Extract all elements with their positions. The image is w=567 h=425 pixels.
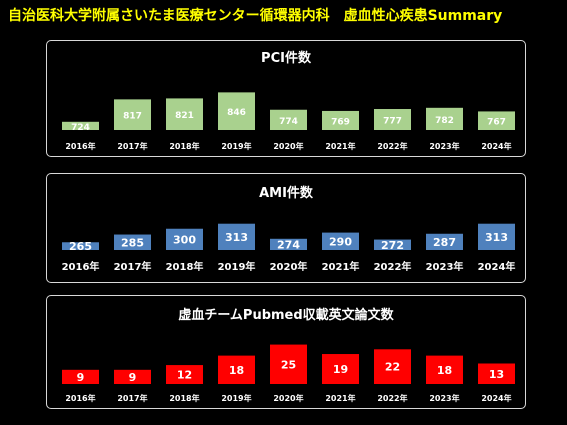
- pubmed-value-label: 9: [129, 371, 137, 384]
- pci-bar-2018: [166, 98, 203, 130]
- ami-value-label: 272: [381, 239, 404, 252]
- pubmed-category-label: 2019年: [221, 393, 251, 403]
- pubmed-value-label: 19: [333, 363, 348, 376]
- pubmed-bar-2019: [218, 355, 255, 384]
- pci-category-label: 2020年: [273, 141, 303, 151]
- pci-value-label: 821: [175, 111, 194, 121]
- ami-value-label: 290: [329, 235, 352, 248]
- pci-bar-2021: [322, 110, 359, 130]
- pubmed-value-label: 18: [437, 364, 452, 377]
- pci-category-label: 2023年: [429, 141, 459, 151]
- pci-chart-title: PCI件数: [261, 51, 311, 66]
- ami-category-label: 2024年: [478, 260, 516, 273]
- pubmed-chart-title: 虚血チームPubmed収載英文論文数: [178, 308, 394, 323]
- pci-value-label: 724: [71, 123, 90, 133]
- ami-bar-2021: [322, 232, 359, 250]
- pubmed-category-label: 2024年: [481, 393, 511, 403]
- pci-bar-2024: [478, 111, 515, 130]
- ami-value-label: 313: [485, 231, 508, 244]
- pubmed-bar-2022: [374, 349, 411, 384]
- ami-bar-2024: [478, 223, 515, 250]
- pci-value-label: 767: [487, 118, 506, 128]
- pubmed-bar-2016: [62, 369, 99, 384]
- pci-category-label: 2019年: [221, 141, 251, 151]
- pubmed-value-label: 18: [229, 364, 244, 377]
- pubmed-category-label: 2021年: [325, 393, 355, 403]
- ami-value-label: 300: [173, 233, 196, 246]
- pci-bar-2020: [270, 109, 307, 130]
- pci-value-label: 846: [227, 108, 246, 118]
- pci-bar-2019: [218, 92, 255, 130]
- pubmed-category-label: 2023年: [429, 393, 459, 403]
- pubmed-value-label: 9: [77, 371, 85, 384]
- ami-chart-panel: AMI件数 265 2016年 285 2017年 300 2018年 313 2019年 27…: [46, 173, 526, 283]
- ami-category-label: 2017年: [114, 260, 152, 273]
- pci-bar-chart: 724 2016年 817 2017年 821 2018年 846 2019年 774 2020年…: [62, 92, 515, 151]
- pubmed-bar-2021: [322, 354, 359, 384]
- pci-category-label: 2016年: [65, 141, 95, 151]
- ami-category-label: 2022年: [374, 260, 412, 273]
- pci-value-label: 769: [331, 117, 350, 127]
- pci-category-label: 2018年: [169, 141, 199, 151]
- pubmed-bar-2017: [114, 369, 151, 384]
- ami-bar-2018: [166, 228, 203, 250]
- pubmed-value-label: 12: [177, 369, 192, 382]
- pubmed-value-label: 13: [489, 368, 504, 381]
- pci-category-label: 2024年: [481, 141, 511, 151]
- pubmed-chart-panel: 虚血チームPubmed収載英文論文数 9 2016年 9 2017年 12 2018年 18…: [46, 295, 526, 409]
- pubmed-bar-2020: [270, 344, 307, 384]
- pci-value-label: 817: [123, 112, 142, 122]
- ami-category-label: 2020年: [270, 260, 308, 273]
- ami-bar-2017: [114, 234, 151, 250]
- pci-category-label: 2021年: [325, 141, 355, 151]
- pubmed-bar-2023: [426, 355, 463, 384]
- ami-value-label: 265: [69, 240, 92, 253]
- pubmed-category-label: 2022年: [377, 393, 407, 403]
- ami-bar-2020: [270, 238, 307, 250]
- ami-category-label: 2016年: [62, 260, 100, 273]
- pci-category-label: 2017年: [117, 141, 147, 151]
- pubmed-bar-2018: [166, 365, 203, 384]
- ami-bar-2016: [62, 242, 99, 250]
- ami-chart-title: AMI件数: [259, 186, 313, 201]
- ami-bar-2023: [426, 233, 463, 250]
- ami-value-label: 285: [121, 236, 144, 249]
- pci-value-label: 774: [279, 117, 298, 127]
- pubmed-bar-2024: [478, 363, 515, 384]
- pubmed-value-label: 22: [385, 361, 400, 374]
- ami-bar-2022: [374, 239, 411, 250]
- page-title: 自治医科大学附属さいたま医療センター循環器内科 虚血性心疾患Summary: [8, 8, 503, 24]
- pubmed-value-label: 25: [281, 358, 296, 371]
- pci-bar-2023: [426, 107, 463, 130]
- pubmed-category-label: 2020年: [273, 393, 303, 403]
- pci-value-label: 782: [435, 116, 454, 126]
- ami-category-label: 2019年: [218, 260, 256, 273]
- ami-value-label: 313: [225, 231, 248, 244]
- ami-bar-chart: 265 2016年 285 2017年 300 2018年 313 2019年 274 2020年…: [62, 223, 516, 273]
- ami-category-label: 2023年: [426, 260, 464, 273]
- pci-value-label: 777: [383, 117, 402, 127]
- pubmed-bar-chart: 9 2016年 9 2017年 12 2018年 18 2019年 25 2020年 19 2021年…: [62, 344, 515, 403]
- pubmed-category-label: 2018年: [169, 393, 199, 403]
- pci-chart-panel: PCI件数 724 2016年 817 2017年 821 2018年 846 2019年 77…: [46, 40, 526, 157]
- ami-category-label: 2018年: [166, 260, 204, 273]
- ami-category-label: 2021年: [322, 260, 360, 273]
- pubmed-category-label: 2016年: [65, 393, 95, 403]
- pci-bar-2022: [374, 109, 411, 130]
- pci-bar-2017: [114, 99, 151, 130]
- ami-value-label: 274: [277, 238, 300, 251]
- pubmed-category-label: 2017年: [117, 393, 147, 403]
- ami-value-label: 287: [433, 236, 456, 249]
- ami-bar-2019: [218, 223, 255, 250]
- pci-category-label: 2022年: [377, 141, 407, 151]
- pci-bar-2016: [62, 121, 99, 130]
